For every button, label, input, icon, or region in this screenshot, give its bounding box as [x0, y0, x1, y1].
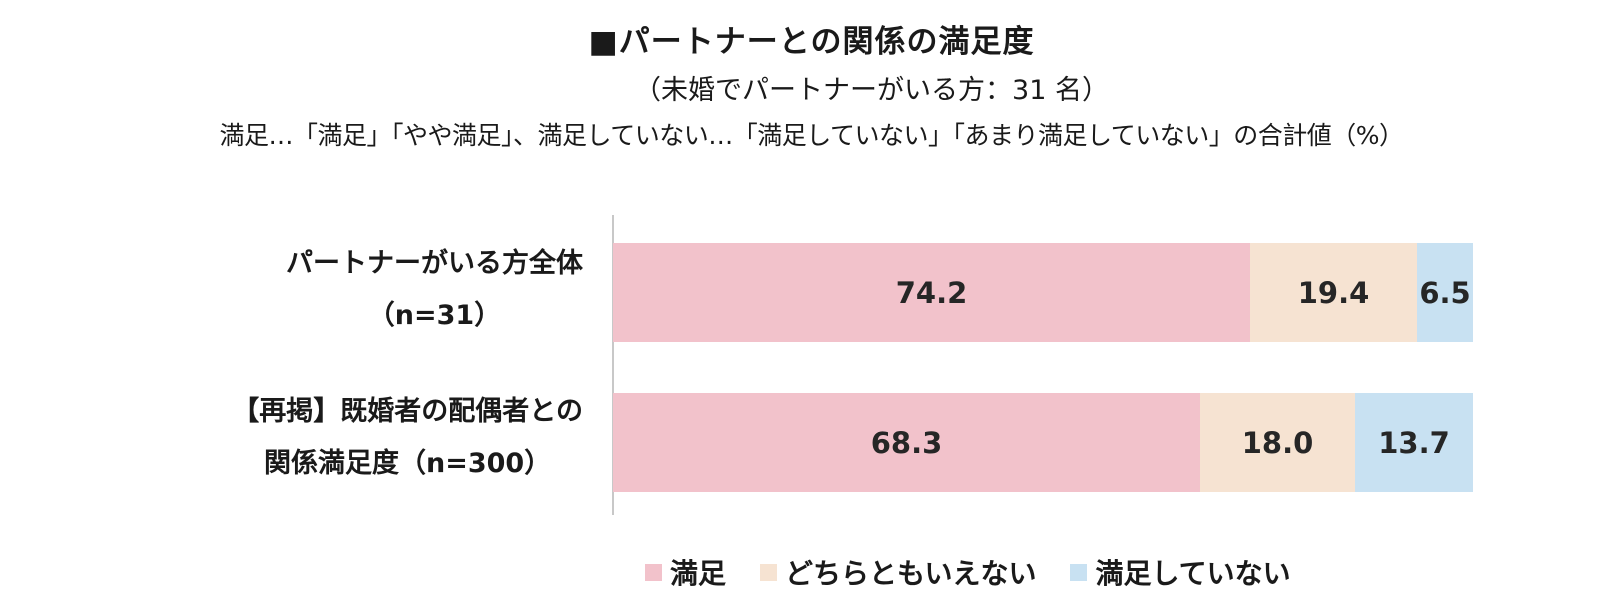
legend-item-neutral: どちらともいえない [760, 552, 1036, 592]
data-label-neutral-1: 18.0 [1241, 425, 1314, 460]
category-axis-line [612, 215, 614, 515]
chart-title: ■パートナーとの関係の満足度 [588, 24, 1035, 60]
data-label-satisfied-1: 68.3 [870, 425, 943, 460]
data-label-not-satisfied-1: 13.7 [1378, 425, 1450, 460]
category-label-1-line1: 【再掲】既婚者の配偶者との [232, 396, 583, 427]
data-label-satisfied-0: 74.2 [895, 275, 968, 310]
category-label-0-line1: パートナーがいる方全体 [286, 248, 583, 279]
legend-label-neutral: どちらともいえない [785, 557, 1037, 590]
data-label-neutral-0: 19.4 [1297, 275, 1370, 310]
legend-swatch-satisfied [645, 563, 662, 581]
bar-not-satisfied-0: 6.5 [1417, 243, 1473, 342]
bar-row-1: 68.3 18.0 13.7 [613, 393, 1473, 492]
legend-label-satisfied: 満足 [670, 557, 727, 590]
bar-satisfied-0: 74.2 [613, 243, 1250, 342]
bar-row-0: 74.2 19.4 6.5 [613, 243, 1473, 342]
category-label-1-line2: 関係満足度（n=300） [264, 448, 552, 479]
chart-note: 満足…「満足」「やや満足」、満足していない…「満足していない」「あまり満足してい… [219, 121, 1404, 150]
category-label-0: パートナーがいる方全体 （n=31） [286, 238, 583, 342]
category-label-0-line2: （n=31） [367, 300, 502, 331]
legend-item-satisfied: 満足 [645, 552, 726, 592]
bar-neutral-0: 19.4 [1250, 243, 1417, 342]
bar-satisfied-1: 68.3 [613, 393, 1200, 492]
bar-not-satisfied-1: 13.7 [1355, 393, 1473, 492]
chart-subtitle: （未婚でパートナーがいる方：31 名） [634, 75, 1109, 106]
legend-swatch-neutral [760, 563, 778, 581]
legend: 満足 どちらともいえない 満足していない [645, 552, 1325, 592]
data-label-not-satisfied-0: 6.5 [1419, 275, 1471, 310]
bar-neutral-1: 18.0 [1200, 393, 1355, 492]
legend-item-not-satisfied: 満足していない [1070, 552, 1291, 592]
category-label-1: 【再掲】既婚者の配偶者との 関係満足度（n=300） [232, 386, 583, 490]
legend-swatch-not-satisfied [1070, 563, 1088, 581]
legend-label-not-satisfied: 満足していない [1095, 557, 1291, 590]
